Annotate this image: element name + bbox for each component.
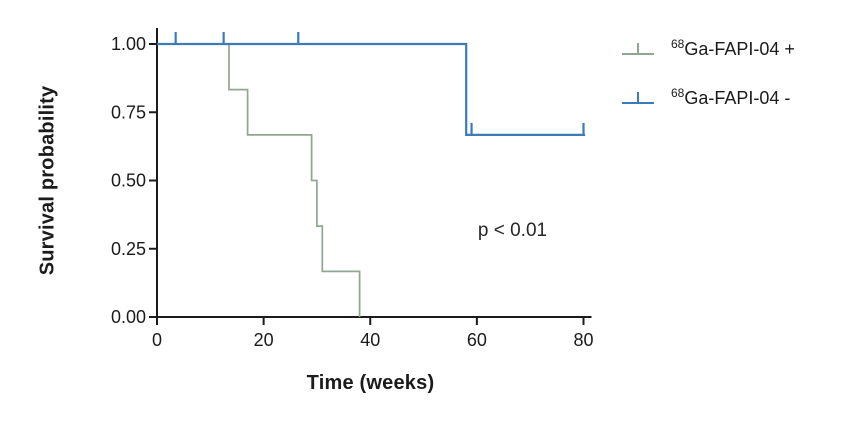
y-tick-label: 0.75 (111, 102, 146, 122)
legend-item-fapi-positive: 68Ga-FAPI-04 + (622, 28, 842, 70)
legend-text: Ga-FAPI-04 - (684, 87, 791, 108)
p-value-annotation: p < 0.01 (477, 220, 548, 241)
censored-line-icon-blue (622, 88, 654, 108)
legend: 68Ga-FAPI-04 + 68Ga-FAPI-04 - (622, 28, 842, 126)
legend-item-fapi-negative: 68Ga-FAPI-04 - (622, 77, 842, 119)
survival-curve-fapi-positive (157, 43, 361, 317)
survival-curve-fapi-negative (157, 42, 586, 136)
x-tick-label: 0 (152, 330, 162, 350)
legend-label-fapi-positive: 68Ga-FAPI-04 + (671, 36, 795, 60)
x-tick-label: 80 (573, 330, 593, 350)
y-tick-label: 0.25 (111, 239, 146, 259)
x-axis-title: Time (weeks) (306, 372, 435, 394)
legend-text: Ga-FAPI-04 + (684, 38, 795, 59)
censored-line-icon-green (622, 39, 654, 59)
isotope-superscript: 68 (671, 36, 685, 51)
x-tick-label: 60 (467, 330, 487, 350)
legend-label-fapi-negative: 68Ga-FAPI-04 - (671, 85, 791, 109)
y-axis-title-text: Survival probability (36, 85, 59, 275)
x-tick-label: 20 (254, 330, 274, 350)
y-axis-title: Survival probability (30, 60, 66, 300)
y-tick-label: 0.50 (111, 171, 146, 191)
x-tick-label: 40 (360, 330, 380, 350)
isotope-superscript: 68 (671, 85, 685, 100)
y-tick-label: 0.00 (111, 307, 146, 327)
y-tick-label: 1.00 (111, 34, 146, 54)
